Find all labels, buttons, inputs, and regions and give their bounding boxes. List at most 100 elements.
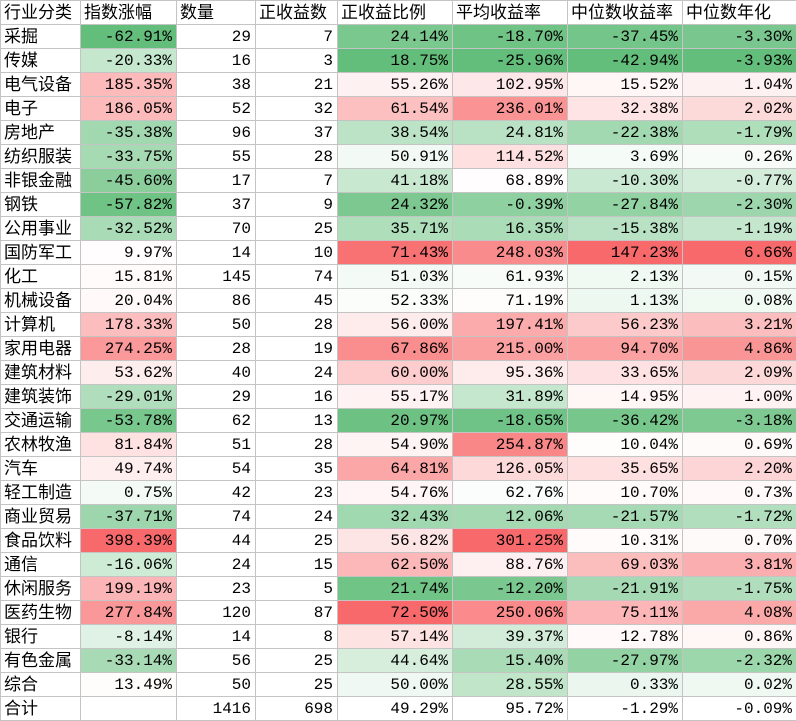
table-row: 纺织服装 -33.75% 55 28 50.91% 114.52% 3.69% 0.26%	[0, 144, 796, 169]
table-row: 计算机 178.33% 50 28 56.00% 197.41% 56.23% 3.21%	[0, 312, 796, 337]
median-return-cell: -42.94%	[567, 48, 683, 73]
median-return-cell: 35.65%	[567, 456, 683, 481]
industry-cell: 房地产	[0, 120, 81, 145]
average-return-cell: 15.40%	[452, 648, 568, 673]
positive-ratio-cell: 38.54%	[337, 120, 453, 145]
table-row: 商业贸易 -37.71% 74 24 32.43% 12.06% -21.57% -1.72%	[0, 504, 796, 529]
index-change-cell: 9.97%	[80, 240, 177, 265]
median-return-cell: -15.38%	[567, 216, 683, 241]
table-row: 银行 -8.14% 14 8 57.14% 39.37% 12.78% 0.86%	[0, 624, 796, 649]
table-body: 采掘 -62.91% 29 7 24.14% -18.70% -37.45% -3.30% 传媒…	[0, 24, 796, 697]
median-return-cell: 12.78%	[567, 624, 683, 649]
total-positive-ratio-cell: 49.29%	[337, 696, 453, 721]
median-annualized-cell: -2.30%	[682, 192, 796, 217]
median-return-cell: -27.84%	[567, 192, 683, 217]
count-cell: 62	[176, 408, 256, 433]
average-return-cell: 250.06%	[452, 600, 568, 625]
median-return-cell: 10.04%	[567, 432, 683, 457]
index-change-cell: 15.81%	[80, 264, 177, 289]
table-row: 建筑装饰 -29.01% 29 16 55.17% 31.89% 14.95% 1.00%	[0, 384, 796, 409]
index-change-cell: -8.14%	[80, 624, 177, 649]
industry-cell: 计算机	[0, 312, 81, 337]
industry-cell: 传媒	[0, 48, 81, 73]
positive-count-cell: 15	[255, 552, 338, 577]
median-return-header: 中位数收益率	[567, 0, 683, 25]
count-cell: 50	[176, 672, 256, 697]
median-annualized-cell: 3.81%	[682, 552, 796, 577]
median-annualized-cell: 4.08%	[682, 600, 796, 625]
positive-count-cell: 25	[255, 672, 338, 697]
index-change-cell: -33.14%	[80, 648, 177, 673]
count-cell: 74	[176, 504, 256, 529]
positive-ratio-cell: 50.00%	[337, 672, 453, 697]
median-annualized-cell: 0.70%	[682, 528, 796, 553]
index-change-cell: -35.38%	[80, 120, 177, 145]
positive-count-cell: 23	[255, 480, 338, 505]
positive-count-cell: 32	[255, 96, 338, 121]
table-row: 建筑材料 53.62% 40 24 60.00% 95.36% 33.65% 2.09%	[0, 360, 796, 385]
industry-cell: 机械设备	[0, 288, 81, 313]
median-return-cell: 10.70%	[567, 480, 683, 505]
count-cell: 50	[176, 312, 256, 337]
table-row: 国防军工 9.97% 14 10 71.43% 248.03% 147.23% 6.66%	[0, 240, 796, 265]
average-return-cell: 126.05%	[452, 456, 568, 481]
positive-count-cell: 7	[255, 168, 338, 193]
count-cell: 16	[176, 48, 256, 73]
median-return-cell: -21.57%	[567, 504, 683, 529]
median-annualized-cell: -3.93%	[682, 48, 796, 73]
count-cell: 28	[176, 336, 256, 361]
industry-cell: 商业贸易	[0, 504, 81, 529]
positive-ratio-cell: 54.76%	[337, 480, 453, 505]
positive-count-cell: 19	[255, 336, 338, 361]
count-header: 数量	[176, 0, 256, 25]
average-return-cell: 102.95%	[452, 72, 568, 97]
median-return-cell: 2.13%	[567, 264, 683, 289]
index-change-cell: -45.60%	[80, 168, 177, 193]
positive-count-cell: 28	[255, 144, 338, 169]
median-return-cell: 15.52%	[567, 72, 683, 97]
median-return-cell: 0.33%	[567, 672, 683, 697]
median-annualized-cell: 3.21%	[682, 312, 796, 337]
median-annualized-cell: -3.30%	[682, 24, 796, 49]
positive-count-cell: 5	[255, 576, 338, 601]
industry-cell: 家用电器	[0, 336, 81, 361]
table-row: 休闲服务 199.19% 23 5 21.74% -12.20% -21.91% -1.75%	[0, 576, 796, 601]
median-return-cell: -22.38%	[567, 120, 683, 145]
median-annualized-cell: 0.08%	[682, 288, 796, 313]
total-median-annualized-cell: -0.09%	[682, 696, 796, 721]
positive-count-cell: 21	[255, 72, 338, 97]
count-cell: 54	[176, 456, 256, 481]
average-return-cell: 215.00%	[452, 336, 568, 361]
median-annualized-cell: -2.32%	[682, 648, 796, 673]
index-change-cell: 178.33%	[80, 312, 177, 337]
positive-ratio-cell: 18.75%	[337, 48, 453, 73]
total-average-return-cell: 95.72%	[452, 696, 568, 721]
table-row: 轻工制造 0.75% 42 23 54.76% 62.76% 10.70% 0.73%	[0, 480, 796, 505]
table-row: 家用电器 274.25% 28 19 67.86% 215.00% 94.70% 4.86%	[0, 336, 796, 361]
index-change-cell: -16.06%	[80, 552, 177, 577]
count-cell: 70	[176, 216, 256, 241]
count-cell: 96	[176, 120, 256, 145]
table-row: 交通运输 -53.78% 62 13 20.97% -18.65% -36.42% -3.18…	[0, 408, 796, 433]
positive-count-cell: 37	[255, 120, 338, 145]
median-return-cell: 1.13%	[567, 288, 683, 313]
index-change-cell: -29.01%	[80, 384, 177, 409]
median-annualized-cell: 2.20%	[682, 456, 796, 481]
average-return-cell: 12.06%	[452, 504, 568, 529]
median-return-cell: 69.03%	[567, 552, 683, 577]
median-annualized-cell: 0.86%	[682, 624, 796, 649]
average-return-cell: 16.35%	[452, 216, 568, 241]
table-row: 房地产 -35.38% 96 37 38.54% 24.81% -22.38% -1.79%	[0, 120, 796, 145]
median-annualized-cell: -1.75%	[682, 576, 796, 601]
positive-count-cell: 28	[255, 312, 338, 337]
industry-cell: 农林牧渔	[0, 432, 81, 457]
median-return-cell: -36.42%	[567, 408, 683, 433]
count-cell: 23	[176, 576, 256, 601]
count-cell: 86	[176, 288, 256, 313]
count-cell: 37	[176, 192, 256, 217]
positive-ratio-cell: 71.43%	[337, 240, 453, 265]
positive-count-cell: 24	[255, 360, 338, 385]
median-return-cell: 33.65%	[567, 360, 683, 385]
table-header: 行业分类 指数涨幅 数量 正收益数 正收益比例 平均收益率 中位数收益率 中位数年化	[0, 0, 796, 25]
positive-ratio-cell: 54.90%	[337, 432, 453, 457]
